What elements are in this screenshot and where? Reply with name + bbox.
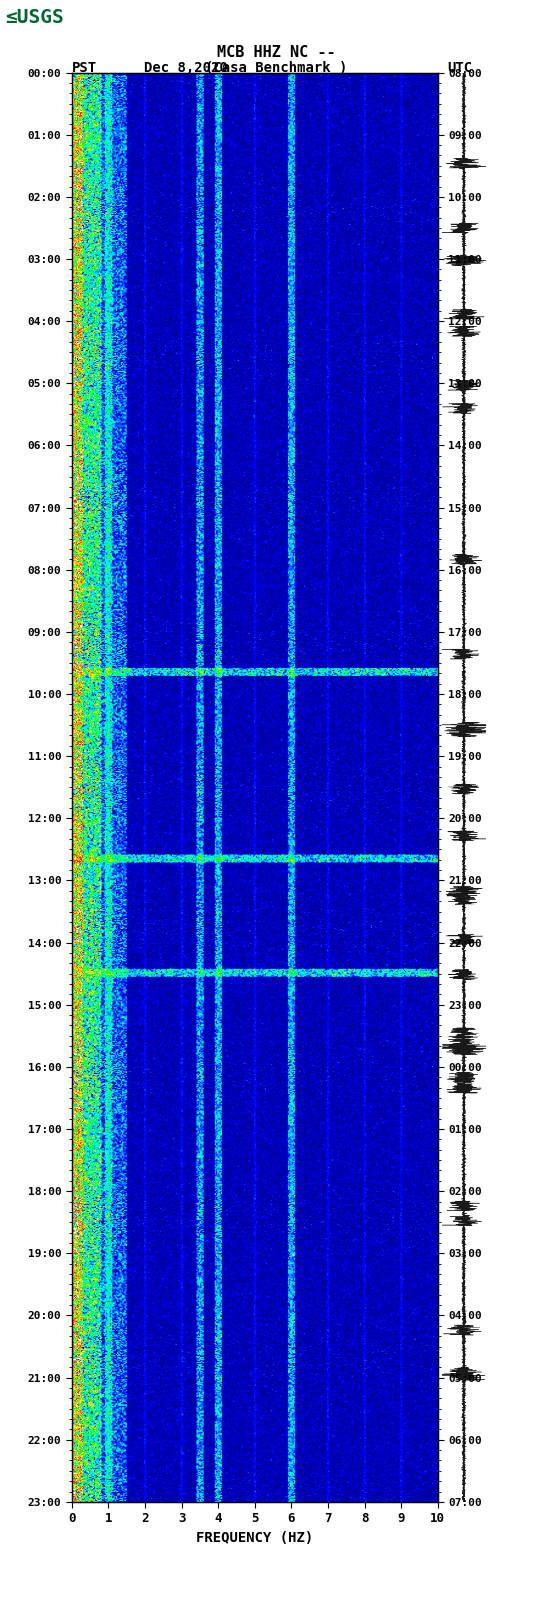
Text: Dec 8,2020: Dec 8,2020 (144, 61, 227, 76)
Text: (Casa Benchmark ): (Casa Benchmark ) (205, 61, 347, 76)
Text: UTC: UTC (447, 61, 473, 76)
Text: ≤USGS: ≤USGS (6, 8, 64, 27)
Text: MCB HHZ NC --: MCB HHZ NC -- (217, 45, 335, 60)
Text: PST: PST (72, 61, 97, 76)
X-axis label: FREQUENCY (HZ): FREQUENCY (HZ) (196, 1531, 314, 1545)
